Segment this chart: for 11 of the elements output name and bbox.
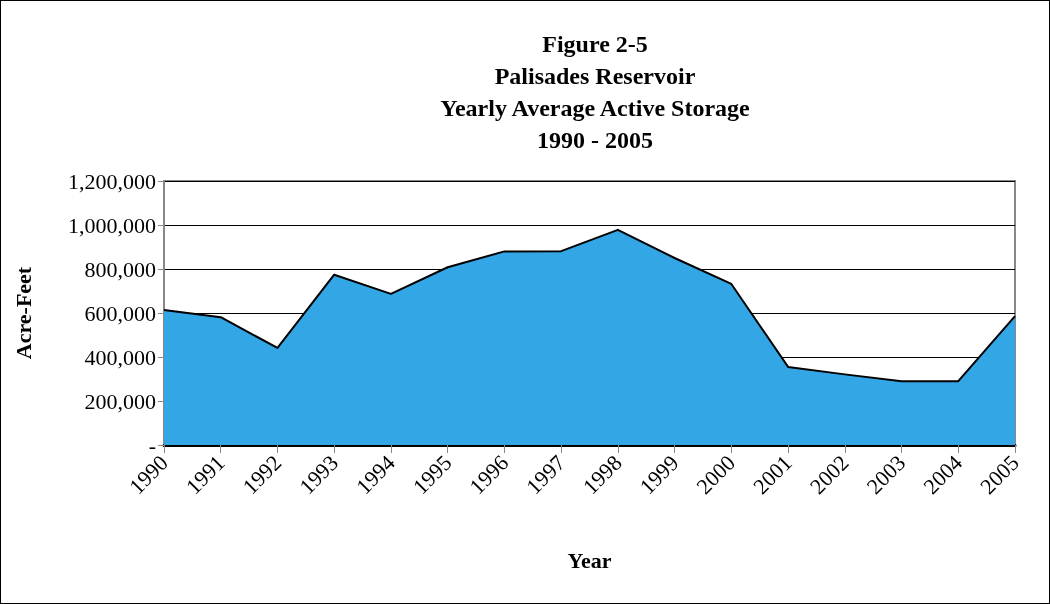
y-tick-label: 200,000 bbox=[84, 388, 156, 414]
chart-title: Figure 2-5 Palisades Reservoir Yearly Average Active Storage 1990 - 2005 bbox=[440, 31, 751, 153]
x-tick-label: 1991 bbox=[180, 450, 230, 499]
y-tick-label: 800,000 bbox=[84, 256, 156, 282]
y-tick-label: - bbox=[148, 432, 156, 458]
y-tick-label: 1,200,000 bbox=[68, 168, 156, 194]
x-axis-title: Year bbox=[567, 547, 612, 573]
y-tick-label: 1,000,000 bbox=[68, 212, 156, 238]
y-tick-label: 400,000 bbox=[84, 344, 156, 370]
y-tick-label: 600,000 bbox=[84, 300, 156, 326]
y-axis-title: Acre-Feet bbox=[10, 266, 36, 360]
